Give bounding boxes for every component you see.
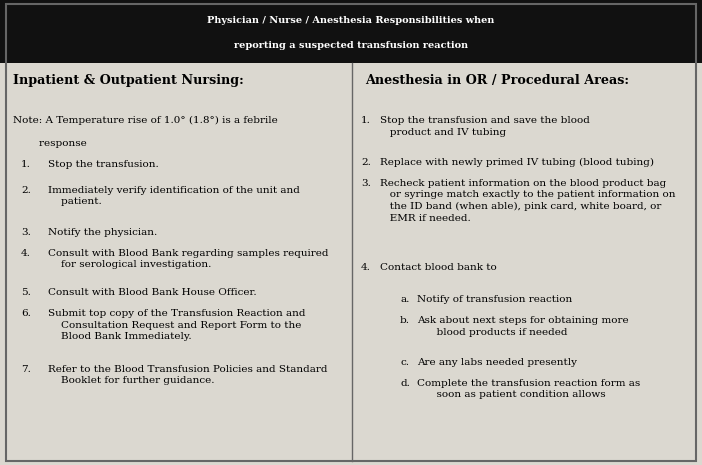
Text: Refer to the Blood Transfusion Policies and Standard
    Booklet for further gui: Refer to the Blood Transfusion Policies …	[48, 365, 327, 385]
Text: Anesthesia in OR / Procedural Areas:: Anesthesia in OR / Procedural Areas:	[365, 74, 629, 87]
Text: Physician / Nurse / Anesthesia Responsibilities when: Physician / Nurse / Anesthesia Responsib…	[207, 16, 495, 25]
Text: Are any labs needed presently: Are any labs needed presently	[417, 358, 577, 367]
Text: response: response	[13, 139, 86, 147]
Text: 1.: 1.	[361, 116, 371, 125]
Text: 6.: 6.	[21, 309, 31, 318]
Text: a.: a.	[400, 295, 409, 304]
Text: d.: d.	[400, 379, 410, 388]
Text: 2.: 2.	[21, 186, 31, 195]
Text: 1.: 1.	[21, 160, 31, 169]
Text: Notify of transfusion reaction: Notify of transfusion reaction	[417, 295, 572, 304]
Bar	[0, 0, 702, 63]
Text: Complete the transfusion reaction form as
      soon as patient condition allows: Complete the transfusion reaction form a…	[417, 379, 640, 399]
Text: Replace with newly primed IV tubing (blood tubing): Replace with newly primed IV tubing (blo…	[380, 158, 654, 167]
Text: Note: A Temperature rise of 1.0° (1.8°) is a febrile: Note: A Temperature rise of 1.0° (1.8°) …	[13, 116, 277, 126]
Text: Ask about next steps for obtaining more
      blood products if needed: Ask about next steps for obtaining more …	[417, 316, 628, 337]
Text: Stop the transfusion and save the blood
   product and IV tubing: Stop the transfusion and save the blood …	[380, 116, 590, 137]
Text: 4.: 4.	[21, 249, 31, 258]
Text: Recheck patient information on the blood product bag
   or syringe match exactly: Recheck patient information on the blood…	[380, 179, 676, 223]
Text: Inpatient & Outpatient Nursing:: Inpatient & Outpatient Nursing:	[13, 74, 244, 87]
Text: Consult with Blood Bank House Officer.: Consult with Blood Bank House Officer.	[48, 288, 256, 297]
Text: reporting a suspected transfusion reaction: reporting a suspected transfusion reacti…	[234, 41, 468, 50]
Text: 7.: 7.	[21, 365, 31, 374]
Text: 3.: 3.	[21, 228, 31, 237]
Text: Notify the physician.: Notify the physician.	[48, 228, 157, 237]
Text: 3.: 3.	[361, 179, 371, 188]
Text: 2.: 2.	[361, 158, 371, 167]
Text: Immediately verify identification of the unit and
    patient.: Immediately verify identification of the…	[48, 186, 300, 206]
Text: 5.: 5.	[21, 288, 31, 297]
Text: Stop the transfusion.: Stop the transfusion.	[48, 160, 159, 169]
Text: Consult with Blood Bank regarding samples required
    for serological investiga: Consult with Blood Bank regarding sample…	[48, 249, 329, 269]
Text: 4.: 4.	[361, 263, 371, 272]
Text: b.: b.	[400, 316, 410, 325]
Text: c.: c.	[400, 358, 409, 367]
Text: Submit top copy of the Transfusion Reaction and
    Consultation Request and Rep: Submit top copy of the Transfusion React…	[48, 309, 305, 341]
Text: Contact blood bank to: Contact blood bank to	[380, 263, 497, 272]
